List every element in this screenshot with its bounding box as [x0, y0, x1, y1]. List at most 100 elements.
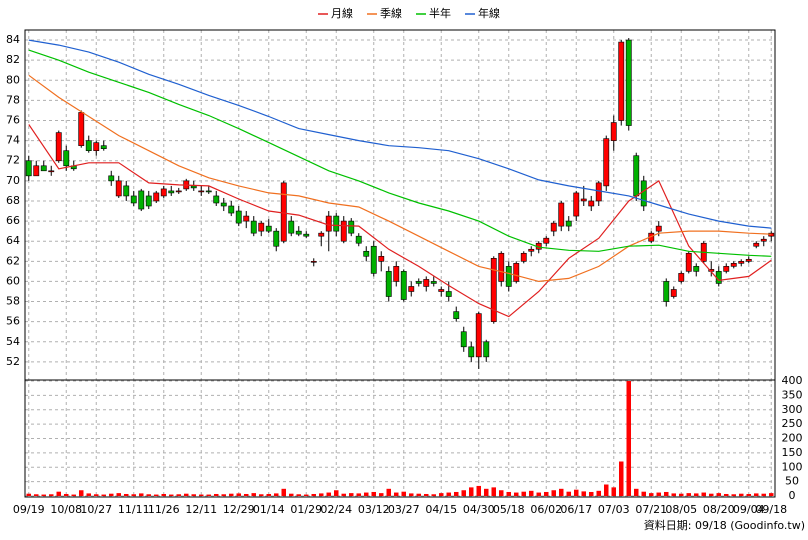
x-tick-label: 03/12 — [358, 503, 390, 516]
volume-bar — [199, 494, 204, 496]
candle-body — [175, 190, 182, 193]
candle-body — [78, 112, 85, 146]
volume-bar — [589, 491, 594, 496]
candle-body — [520, 252, 527, 262]
volume-tick-label: 0 — [789, 489, 796, 502]
volume-bar — [146, 494, 151, 496]
legend-label: 年線 — [478, 6, 500, 20]
candle-body — [663, 281, 670, 302]
candle-body — [138, 190, 145, 210]
volume-bar — [26, 493, 31, 496]
candle-body — [453, 311, 460, 319]
volume-bar — [469, 487, 474, 496]
volume-bar — [506, 491, 511, 496]
candle-body — [610, 122, 617, 141]
candle-body — [235, 210, 242, 224]
volume-bar — [761, 493, 766, 496]
volume-bar — [326, 492, 331, 496]
candle-body — [333, 215, 340, 232]
candle-body — [33, 165, 40, 177]
volume-bar — [439, 493, 444, 496]
x-tick-label: 03/27 — [388, 503, 420, 516]
candle-body — [513, 263, 520, 282]
volume-tick-label: 300 — [782, 403, 803, 416]
x-tick-label: 06/02 — [530, 503, 562, 516]
candle-body — [258, 222, 265, 232]
volume-bar — [281, 488, 286, 496]
candle-body — [190, 185, 197, 189]
candle-body — [528, 248, 535, 252]
volume-bar — [626, 381, 631, 496]
x-tick-label: 11/26 — [148, 503, 180, 516]
y-tick-label: 82 — [6, 53, 20, 66]
candle-body — [205, 190, 212, 193]
y-tick-label: 60 — [6, 274, 20, 287]
volume-bar — [409, 493, 414, 496]
x-tick-label: 05/18 — [493, 503, 525, 516]
candle-body — [475, 313, 482, 358]
candle-body — [655, 225, 662, 232]
volume-bar — [311, 493, 316, 496]
candle-body — [123, 185, 130, 197]
volume-bar — [176, 494, 181, 496]
volume-tick-label: 250 — [782, 417, 803, 430]
volume-bar — [289, 493, 294, 496]
volume-bar — [424, 493, 429, 496]
candle-body — [145, 195, 152, 207]
volume-bar — [641, 491, 646, 496]
candle-body — [543, 237, 550, 244]
candle-body — [468, 346, 475, 358]
volume-bar — [364, 492, 369, 496]
y-tick-label: 70 — [6, 174, 20, 187]
legend-label: 季線 — [380, 6, 402, 20]
volume-bar — [566, 491, 571, 496]
candle-body — [760, 238, 767, 242]
volume-bar — [754, 493, 759, 496]
volume-bar — [476, 485, 481, 496]
candle-body — [220, 202, 227, 207]
ma-line — [28, 49, 772, 257]
candle-body — [160, 188, 167, 197]
candle-body — [63, 150, 70, 167]
x-tick-label: 07/21 — [635, 503, 667, 516]
x-tick-label: 10/27 — [80, 503, 112, 516]
candle-body — [243, 215, 250, 222]
volume-bar — [739, 493, 744, 496]
candle-body — [460, 331, 467, 348]
candle-body — [265, 225, 272, 232]
volume-bar — [184, 493, 189, 496]
volume-bar — [724, 493, 729, 496]
candle-body — [100, 145, 107, 149]
candle-body — [340, 220, 347, 242]
volume-bar — [746, 493, 751, 496]
volume-bar — [709, 493, 714, 496]
x-tick-label: 02/24 — [320, 503, 352, 516]
volume-bar — [41, 494, 46, 496]
x-tick-label: 10/08 — [50, 503, 82, 516]
volume-bar — [604, 484, 609, 496]
candle-body — [580, 198, 587, 202]
legend-label: 月線 — [331, 6, 353, 20]
volume-tick-label: 200 — [782, 432, 803, 445]
volume-bar — [131, 494, 136, 496]
candle-body — [348, 220, 355, 234]
volume-bar — [296, 494, 301, 496]
candle-body — [445, 291, 452, 297]
candle-body — [363, 250, 370, 257]
candle-body — [498, 252, 505, 282]
candle-body — [288, 220, 295, 234]
candle-body — [678, 273, 685, 282]
volume-bar — [206, 494, 211, 496]
volume-bar — [79, 490, 84, 496]
volume-bar — [244, 493, 249, 496]
candle-body — [228, 205, 235, 214]
candle-body — [633, 155, 640, 197]
volume-bar — [139, 493, 144, 496]
volume-bar — [64, 493, 69, 496]
ma-line — [28, 39, 772, 229]
y-tick-label: 72 — [6, 154, 20, 167]
candle-body — [558, 202, 565, 227]
volume-bar — [491, 487, 496, 496]
